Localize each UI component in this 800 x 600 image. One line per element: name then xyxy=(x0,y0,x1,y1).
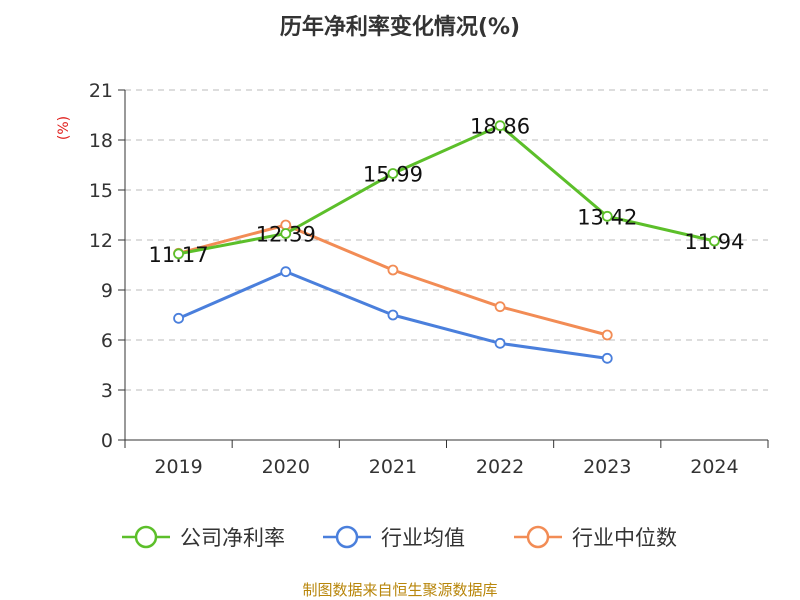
x-tick-label: 2020 xyxy=(262,456,310,478)
data-point xyxy=(387,309,399,321)
data-point xyxy=(280,228,292,239)
series-line xyxy=(178,124,715,256)
data-point xyxy=(494,337,506,349)
x-tick-label: 2021 xyxy=(369,456,417,478)
data-label: 15.99 xyxy=(363,163,423,187)
data-label: 18.86 xyxy=(470,115,530,139)
y-tick-label: 3 xyxy=(101,380,113,402)
legend-marker xyxy=(134,525,158,549)
data-point xyxy=(601,210,613,222)
data-point xyxy=(387,168,399,179)
data-label: 11.17 xyxy=(149,243,209,267)
series-lines xyxy=(173,120,720,364)
legend[interactable]: 公司净利率 行业均值 行业中位数 xyxy=(122,525,677,550)
data-point xyxy=(494,301,506,313)
y-tick-label: 0 xyxy=(101,430,113,452)
y-axis-unit-label: (%) xyxy=(56,116,72,140)
data-label: 11.94 xyxy=(684,230,744,254)
chart-title: 历年净利率变化情况(%) xyxy=(280,14,520,40)
data-point xyxy=(601,329,613,341)
data-label: 12.39 xyxy=(256,223,316,247)
data-point xyxy=(387,264,399,276)
data-labels: 11.17 12.39 15.99 18.86 13.42 11.94 xyxy=(149,115,745,267)
source-note: 制图数据来自恒生聚源数据库 xyxy=(302,581,497,599)
legend-marker xyxy=(335,525,359,549)
data-point xyxy=(280,266,292,278)
y-tick-label: 18 xyxy=(89,130,113,152)
y-tick-label: 9 xyxy=(101,280,113,302)
x-tick-label: 2019 xyxy=(154,456,202,478)
axes: 0 3 6 9 12 15 18 21 2019 2020 2021 2022 2023 2024 xyxy=(89,80,769,478)
data-point xyxy=(601,352,613,364)
legend-label: 行业中位数 xyxy=(572,526,677,550)
y-tick-label: 12 xyxy=(89,230,113,252)
data-point xyxy=(173,248,184,260)
legend-label: 行业均值 xyxy=(381,526,465,550)
y-tick-label: 21 xyxy=(89,80,113,102)
data-point xyxy=(709,235,720,247)
data-point xyxy=(173,312,184,324)
data-point xyxy=(494,120,506,132)
x-tick-label: 2023 xyxy=(583,456,631,478)
y-tick-label: 6 xyxy=(101,330,113,352)
y-tick-label: 15 xyxy=(89,180,113,202)
grid-lines xyxy=(125,89,768,391)
x-tick-label: 2024 xyxy=(690,456,738,478)
legend-marker xyxy=(526,525,550,549)
data-label: 13.42 xyxy=(577,205,637,229)
x-tick-label: 2022 xyxy=(476,456,524,478)
legend-label: 公司净利率 xyxy=(180,526,285,550)
